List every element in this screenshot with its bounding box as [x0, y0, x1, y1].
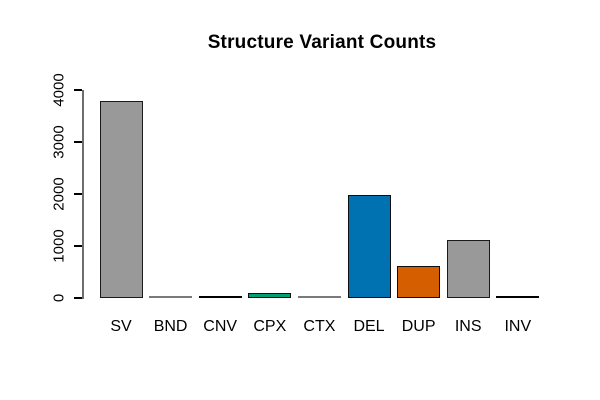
bar-dup: [397, 265, 441, 298]
y-tick-label: 2000: [50, 177, 68, 211]
bar-ctx: [297, 295, 341, 298]
bar-bnd: [149, 295, 193, 298]
y-tick-label: 4000: [50, 72, 68, 107]
bar-del: [347, 194, 391, 298]
y-tick: [74, 192, 82, 195]
y-tick-label: 3000: [50, 124, 68, 159]
y-tick-label: 0: [50, 293, 68, 303]
x-tick-label-ins: INS: [454, 318, 482, 335]
y-tick: [74, 297, 82, 299]
chart-title: Structure Variant Counts: [207, 32, 437, 53]
y-tick: [74, 244, 82, 247]
y-tick: [74, 88, 82, 91]
x-tick-label-cnv: CNV: [203, 318, 238, 335]
y-tick: [74, 140, 82, 143]
bar-inv: [496, 295, 540, 298]
x-tick-label-cpx: CPX: [253, 318, 287, 335]
bar-ins: [446, 239, 490, 298]
x-tick-label-bnd: BND: [153, 318, 188, 335]
bar-cpx: [248, 292, 292, 298]
y-axis: [82, 89, 84, 299]
y-tick-label: 1000: [50, 229, 68, 263]
bar-sv: [99, 100, 143, 298]
x-tick-label-del: DEL: [353, 318, 385, 335]
x-tick-label-sv: SV: [110, 318, 132, 335]
x-tick-label-inv: INV: [504, 318, 532, 335]
x-tick-label-ctx: CTX: [303, 318, 336, 335]
bar-cnv: [198, 295, 242, 298]
x-tick-label-dup: DUP: [401, 318, 436, 335]
